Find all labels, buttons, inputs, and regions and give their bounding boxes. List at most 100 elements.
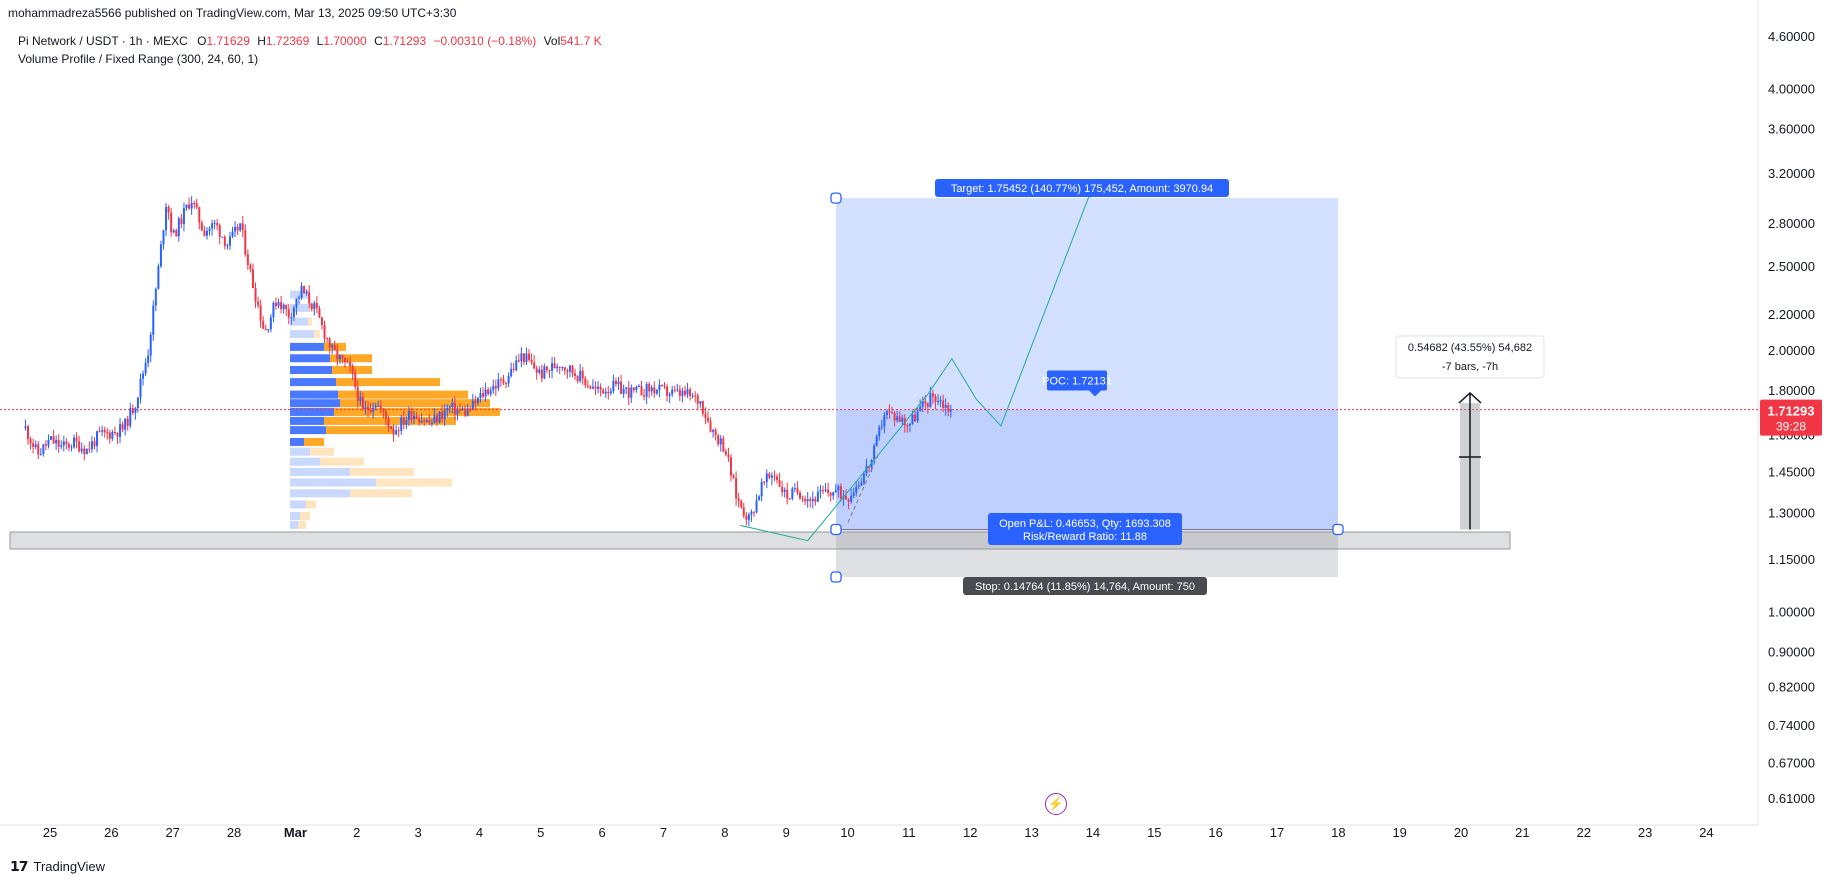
y-tick-label: 1.00000 bbox=[1768, 605, 1815, 620]
candle-body bbox=[157, 266, 160, 289]
drag-handle bbox=[830, 192, 842, 204]
candle-body bbox=[758, 496, 761, 501]
candle-body bbox=[489, 390, 492, 395]
candle-body bbox=[318, 308, 321, 318]
candle-body bbox=[471, 400, 474, 410]
candle-body bbox=[226, 245, 229, 247]
candle-body bbox=[530, 359, 533, 363]
candle-body bbox=[134, 408, 137, 413]
volume-profile-bar-up bbox=[290, 317, 308, 326]
candle-body bbox=[737, 498, 740, 501]
lightning-icon[interactable]: ⚡ bbox=[1045, 793, 1067, 815]
candle-body bbox=[282, 304, 285, 310]
candle-body bbox=[285, 304, 288, 310]
volume-profile-bar-up bbox=[290, 437, 304, 446]
candle-body bbox=[241, 223, 244, 230]
volume-profile-bar-up bbox=[290, 447, 310, 456]
candle-body bbox=[487, 389, 490, 395]
candle-body bbox=[297, 297, 300, 299]
candle-body bbox=[433, 415, 436, 423]
candle-body bbox=[878, 427, 881, 437]
x-tick-label: 6 bbox=[599, 825, 606, 840]
candle-body bbox=[617, 381, 620, 385]
candle-body bbox=[627, 387, 630, 398]
candle-body bbox=[852, 492, 855, 496]
candle-body bbox=[855, 486, 858, 493]
candle-body bbox=[400, 417, 403, 431]
volume-profile-bar-down bbox=[350, 489, 412, 498]
brand-name: TradingView bbox=[33, 859, 106, 874]
volume-profile-bar-down bbox=[324, 416, 456, 425]
y-tick-label: 1.15000 bbox=[1768, 552, 1815, 567]
candle-body bbox=[763, 481, 766, 483]
candle-body bbox=[379, 405, 382, 410]
candle-body bbox=[512, 368, 515, 370]
candle-body bbox=[407, 411, 410, 420]
candle-body bbox=[891, 412, 894, 414]
x-tick-label: 8 bbox=[721, 825, 728, 840]
candle-body bbox=[80, 448, 83, 452]
candle-body bbox=[277, 302, 280, 307]
candle-body bbox=[361, 397, 364, 410]
candle-body bbox=[683, 390, 686, 395]
candle-body bbox=[822, 490, 825, 492]
candle-body bbox=[369, 409, 372, 412]
candle-body bbox=[781, 486, 784, 492]
candle-body bbox=[436, 415, 439, 423]
candle-body bbox=[903, 417, 906, 426]
candle-body bbox=[446, 407, 449, 411]
candle-body bbox=[745, 515, 748, 520]
high-value: 1.72369 bbox=[265, 34, 310, 48]
candle-body bbox=[809, 499, 812, 501]
candle-body bbox=[612, 380, 615, 392]
candle-body bbox=[228, 236, 231, 246]
open-value: 1.71629 bbox=[206, 34, 250, 48]
candle-body bbox=[548, 370, 551, 372]
candle-body bbox=[806, 499, 809, 502]
candle-body bbox=[597, 386, 600, 389]
candle-body bbox=[188, 204, 191, 209]
close-value: 1.71293 bbox=[382, 34, 427, 48]
candle-body bbox=[272, 302, 275, 318]
candle-body bbox=[441, 412, 444, 419]
risk-reward-label: Risk/Reward Ratio: 11.88 bbox=[1023, 531, 1147, 543]
candle-body bbox=[83, 448, 86, 454]
candle-body bbox=[198, 207, 201, 223]
candle-body bbox=[942, 400, 945, 408]
candle-body bbox=[535, 368, 538, 373]
candle-body bbox=[162, 230, 165, 245]
x-tick-label: 23 bbox=[1638, 825, 1652, 840]
symbol-name: Pi Network / USDT · 1h · MEXC bbox=[18, 34, 188, 48]
change-value: −0.00310 (−0.18%) bbox=[433, 34, 537, 48]
candle-body bbox=[244, 229, 247, 255]
candle-body bbox=[377, 405, 380, 407]
volume-profile-bar-up bbox=[290, 478, 376, 487]
publisher-caption: mohammadreza5566 published on TradingVie… bbox=[8, 6, 457, 20]
candle-body bbox=[719, 438, 722, 445]
indicator-legend[interactable]: Volume Profile / Fixed Range (300, 24, 6… bbox=[18, 52, 259, 66]
candle-body bbox=[62, 441, 65, 446]
candle-body bbox=[464, 409, 467, 416]
candle-body bbox=[239, 223, 242, 231]
volume-profile-bar-down bbox=[340, 399, 490, 408]
candle-body bbox=[139, 378, 142, 398]
volume-profile-bar-down bbox=[304, 437, 324, 446]
y-tick-label: 2.20000 bbox=[1768, 307, 1815, 322]
candle-body bbox=[643, 395, 646, 397]
candle-body bbox=[305, 292, 308, 294]
candle-body bbox=[750, 511, 753, 515]
candle-body bbox=[55, 439, 58, 444]
candle-body bbox=[926, 403, 929, 408]
tradingview-logo[interactable]: 𝟭𝟳 TradingView bbox=[10, 858, 105, 875]
candle-body bbox=[34, 444, 37, 447]
candle-body bbox=[415, 415, 418, 419]
candle-body bbox=[630, 387, 633, 398]
candle-body bbox=[397, 430, 400, 432]
candle-body bbox=[111, 431, 114, 439]
candle-body bbox=[916, 411, 919, 422]
symbol-legend[interactable]: Pi Network / USDT · 1h · MEXC O1.71629 H… bbox=[18, 34, 602, 48]
candle-body bbox=[175, 230, 178, 237]
x-tick-label: 3 bbox=[414, 825, 421, 840]
candle-body bbox=[671, 389, 674, 395]
